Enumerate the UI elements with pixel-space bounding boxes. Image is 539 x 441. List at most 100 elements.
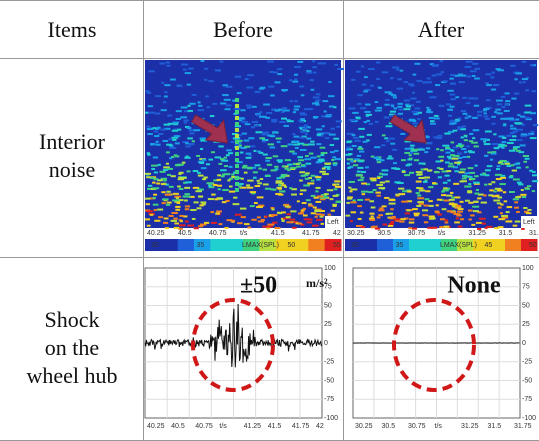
- spectrogram-cell: [235, 140, 239, 144]
- spectrogram-cell: [423, 204, 430, 207]
- spectrogram-cell: [147, 133, 153, 136]
- spectrogram-cell: [358, 160, 364, 163]
- spectrogram-cell: [511, 169, 517, 172]
- spectrogram-cell: [191, 93, 197, 96]
- spectrogram-cell: [262, 153, 268, 156]
- spectrogram-cell: [292, 111, 297, 114]
- spectrogram-cell: [515, 196, 521, 199]
- spectrogram-cell: [266, 227, 270, 230]
- spectrogram-cell: [321, 213, 325, 216]
- spectrogram-cell: [297, 60, 304, 63]
- spectrogram-cell: [430, 122, 436, 125]
- time-tick: 40.25: [147, 230, 165, 237]
- spectrogram-cell: [279, 182, 285, 185]
- spectrogram-cell: [254, 164, 261, 167]
- spectrogram-cell: [168, 144, 174, 147]
- spectrogram-cell: [312, 96, 320, 99]
- spectrogram-cell: [516, 181, 522, 184]
- spectrogram-cell: [441, 194, 447, 197]
- spectrogram-cell: [153, 193, 158, 196]
- colorbar-cell: [521, 239, 538, 251]
- spectrogram-cell: [322, 100, 329, 103]
- spectrogram-cell: [483, 112, 487, 115]
- spectrogram-cell: [336, 125, 341, 128]
- colorbar-cell: [145, 239, 162, 251]
- spectrogram-cell: [181, 63, 188, 66]
- spectrogram-cell: [280, 217, 285, 220]
- spectrogram-cell: [494, 111, 498, 114]
- spectrogram-cell: [391, 167, 397, 170]
- spectrogram-cell: [417, 201, 424, 204]
- spectrogram-cell: [522, 81, 526, 84]
- time-tick: 31.5: [488, 423, 502, 430]
- spectrogram-cell: [207, 198, 214, 201]
- spectrogram-cell: [240, 146, 247, 149]
- spectrogram-cell: [464, 65, 472, 68]
- spectrogram-cell: [241, 166, 248, 169]
- spectrogram-cell: [457, 210, 463, 213]
- spectrogram-cell: [467, 190, 472, 193]
- spectrogram-cell: [414, 62, 421, 65]
- spectrogram-cell: [409, 84, 415, 87]
- spectrogram-cell: [183, 121, 187, 124]
- spectrogram-cell: [524, 104, 532, 107]
- spectrogram-cell: [277, 108, 283, 111]
- spectrogram-cell: [374, 146, 381, 149]
- spectrogram-cell: [245, 152, 252, 155]
- spectrogram-cell: [204, 78, 208, 81]
- spectrogram-cell: [274, 168, 279, 171]
- spectrogram-cell: [299, 148, 307, 151]
- spectrogram-cell: [460, 110, 467, 113]
- spectrogram-cell: [454, 196, 461, 199]
- spectrogram-cell: [461, 148, 467, 151]
- spectrogram-cell: [236, 161, 243, 164]
- spectrogram-cell: [467, 209, 473, 212]
- colorbar-cell: [161, 239, 179, 251]
- spectrogram-cell: [352, 136, 359, 139]
- spectrogram-cell: [424, 179, 428, 182]
- spectrogram-cell: [351, 78, 356, 81]
- spectrogram-cell: [470, 214, 475, 217]
- spectrogram-cell: [235, 146, 239, 150]
- spectrogram-cell: [314, 215, 318, 218]
- spectrogram-cell: [497, 161, 503, 164]
- spectrogram-cell: [172, 121, 179, 124]
- colorbar-cell: [275, 239, 293, 251]
- spectrogram-cell: [225, 154, 230, 157]
- spectrogram-cell: [155, 143, 161, 146]
- spectrogram-cell: [185, 145, 191, 148]
- colorbar-cell: [292, 239, 309, 251]
- spectrogram-cell: [415, 171, 423, 174]
- spectrogram-cell: [287, 143, 294, 146]
- spectrogram-cell: [316, 195, 324, 198]
- spectrogram-cell: [300, 113, 308, 116]
- spectrogram-cell: [213, 179, 220, 182]
- spectrogram-cell: [407, 190, 412, 193]
- spectrogram-cell: [187, 137, 193, 140]
- spectrogram-cell: [374, 101, 379, 104]
- spectrogram-cell: [360, 171, 366, 174]
- spectrogram-cell: [414, 214, 419, 217]
- spectrogram-cell: [459, 145, 463, 148]
- spectrogram-cell: [498, 206, 502, 209]
- spectrogram-cell: [510, 124, 514, 127]
- spectrogram-cell: [491, 195, 498, 198]
- spectrogram-cell: [370, 206, 376, 209]
- spectrogram-cell: [289, 187, 293, 190]
- spectrogram-cell: [418, 189, 426, 192]
- spectrogram-cell: [312, 102, 318, 105]
- spectrogram-cell: [148, 111, 155, 114]
- spectrogram-cell: [256, 206, 263, 209]
- spectrogram-cell: [433, 117, 440, 120]
- spectrogram-cell: [518, 151, 525, 154]
- spectrogram-cell: [346, 141, 352, 144]
- spectrogram-cell: [489, 189, 494, 192]
- spectrogram-cell: [204, 221, 210, 224]
- spectrogram-cell: [223, 165, 229, 168]
- spectrogram-cell: [360, 65, 364, 68]
- spectrogram-cell: [146, 125, 151, 128]
- spectrogram-cell: [420, 168, 424, 171]
- spectrogram-cell: [514, 78, 518, 81]
- spectrogram-cell: [224, 108, 231, 111]
- spectrogram-cell: [469, 132, 474, 135]
